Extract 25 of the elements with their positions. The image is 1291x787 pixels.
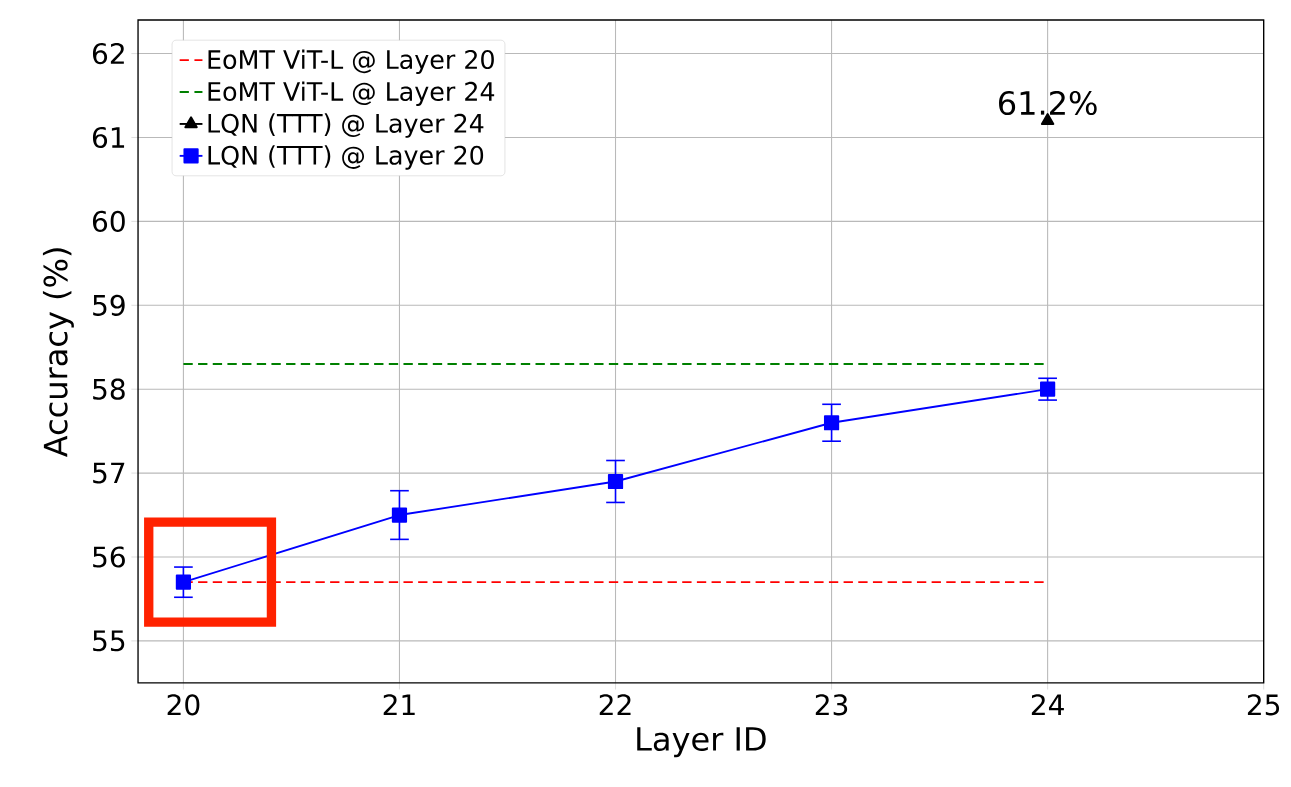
y-tick-label: 56 (93, 546, 125, 568)
legend-label: LQN (TTT) @ Layer 20 (208, 145, 484, 170)
y-tick-label: 58 (93, 378, 125, 400)
legend-label: LQN (TTT) @ Layer 24 (208, 113, 484, 138)
x-tick-label: 23 (815, 694, 848, 716)
y-tick-label: 55 (93, 630, 125, 652)
data-label: 61.2% (999, 90, 1097, 116)
y-axis-title: Accuracy (%) (42, 248, 74, 458)
y-tick-label: 59 (93, 294, 125, 316)
x-tick-label: 24 (1031, 694, 1064, 716)
x-tick-label: 21 (383, 694, 415, 716)
legend-label: EoMT ViT-L @ Layer 24 (208, 81, 495, 107)
legend-label: EoMT ViT-L @ Layer 20 (208, 49, 494, 75)
point (607, 473, 624, 490)
x-tick-label: 25 (1247, 694, 1280, 716)
y-tick-label: 61 (92, 126, 125, 149)
point (175, 574, 192, 590)
x-tick-label: 22 (599, 694, 631, 716)
y-tick-label: 62 (92, 43, 124, 65)
x-tick-label: 20 (167, 694, 200, 716)
x-axis-title: Layer ID (637, 727, 766, 758)
y-tick-label: 57 (93, 462, 125, 484)
point (391, 507, 408, 523)
y-tick-label: 60 (92, 210, 125, 233)
point (823, 415, 840, 431)
